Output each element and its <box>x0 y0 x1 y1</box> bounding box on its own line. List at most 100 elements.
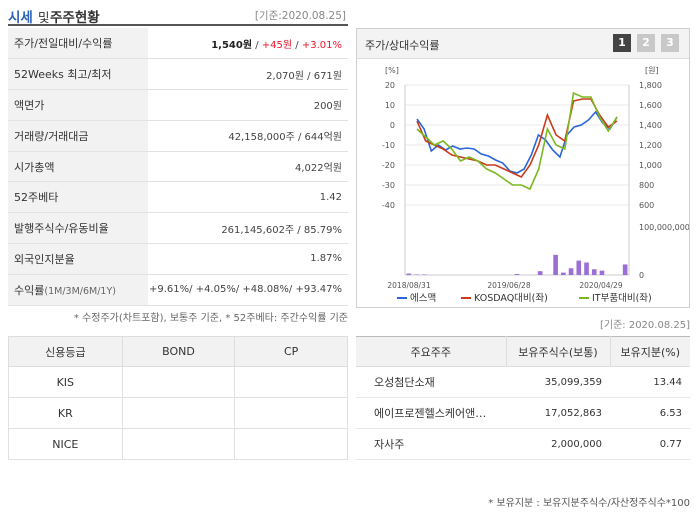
y-right-tick-label: 800 <box>639 181 654 190</box>
column-header: BOND <box>121 336 236 367</box>
table-row: 발행주식수/유동비율 261,145,602주 / 85.79% <box>8 212 348 244</box>
table-row: KR <box>8 397 348 429</box>
bond-rating <box>121 428 236 460</box>
legend-label: 에스맥 <box>410 293 436 304</box>
y-right-tick-label: 1,600 <box>639 101 662 110</box>
agency-name: KR <box>8 397 123 429</box>
price-table: 주가/전일대비/수익률 1,540원 / +45원 / +3.01% 52Wee… <box>8 28 348 306</box>
footnote-2: * 보유지분 : 보유지분주식수/자산정주식수*100 <box>488 498 690 509</box>
cp-rating <box>234 366 348 398</box>
y-left-tick-label: 10 <box>385 101 395 110</box>
section-header: 시세 및 주주현황 [기준:2020.08.25] <box>8 4 348 26</box>
credit-rating-table: 신용등급 BOND CP KIS KR NICE <box>8 336 348 460</box>
table-row: KIS <box>8 366 348 398</box>
row-label: 수익률(1M/3M/6M/1Y) <box>8 274 148 306</box>
left-axis-unit: [%] <box>385 66 399 75</box>
row-label: 시가총액 <box>8 151 148 182</box>
right-axis-unit: [원] <box>645 66 659 75</box>
table-row: 52주베타 1.42 <box>8 181 348 213</box>
holder-name: 자사주 <box>356 428 506 460</box>
legend-label: KOSDAQ대비(좌) <box>474 293 548 304</box>
y-left-tick-label: -30 <box>382 181 395 190</box>
price-rate: +3.01% <box>301 39 342 51</box>
row-value: 4,022억원 <box>294 163 342 175</box>
row-value: 1.87% <box>310 253 342 265</box>
table-row: 액면가 200원 <box>8 89 348 121</box>
table-row: NICE <box>8 428 348 460</box>
holder-name[interactable]: 에이프로젠헬스케어앤… <box>356 397 506 429</box>
section-subtitle: 주주현황 <box>50 10 100 26</box>
table-row: 수익률(1M/3M/6M/1Y) +9.61%/ +4.05%/ +48.08%… <box>8 274 348 306</box>
row-value: 1,540원 / +45원 / +3.01% <box>211 39 342 51</box>
row-label: 52주베타 <box>8 181 148 213</box>
row-value: +9.61%/ +4.05%/ +48.08%/ +93.47% <box>148 284 342 296</box>
volume-bar <box>599 270 605 275</box>
y-right-tick-label: 1,200 <box>639 141 662 150</box>
section-title: 시세 <box>8 10 33 26</box>
table-row: 자사주 2,000,000 0.77 <box>356 428 690 460</box>
volume-tick-label: 100,000,000 <box>639 223 689 232</box>
y-left-tick-label: -10 <box>382 141 395 150</box>
cp-rating <box>234 397 348 429</box>
return-label-sub: (1M/3M/6M/1Y) <box>44 285 116 297</box>
table-row: 에이프로젠헬스케어앤… 17,052,863 6.53 <box>356 397 690 429</box>
volume-bar <box>576 260 582 275</box>
volume-bar <box>568 268 574 275</box>
return-3m: +4.05% <box>195 284 236 296</box>
table-row: 52Weeks 최고/최저 2,070원 / 671원 <box>8 58 348 90</box>
chart-panel: 주가/상대수익률 1 2 3 [%] [원] 20 10 0 -10 -20 -30 -40 1,… <box>356 28 690 308</box>
table-row: 시가총액 4,022억원 <box>8 151 348 182</box>
return-6m: +48.08% <box>242 284 289 296</box>
legend-label: IT부품대비(좌) <box>592 293 652 304</box>
table-header-row: 주요주주 보유주식수(보통) 보유지분(%) <box>356 336 690 367</box>
y-right-tick-label: 1,400 <box>639 121 662 130</box>
row-label: 주가/전일대비/수익률 <box>8 28 148 59</box>
column-header: CP <box>234 336 348 367</box>
volume-bar <box>553 254 558 275</box>
volume-bar <box>406 273 412 275</box>
shareholder-table: 주요주주 보유주식수(보통) 보유지분(%) 오성첨단소재 35,099,359… <box>356 336 690 460</box>
y-left-tick-label: -20 <box>382 161 395 170</box>
holder-name[interactable]: 오성첨단소재 <box>356 366 506 398</box>
y-right-tick-label: 600 <box>639 201 654 210</box>
y-left-tick-label: 20 <box>385 81 395 90</box>
volume-bar <box>537 271 543 275</box>
column-header: 주요주주 <box>356 336 506 367</box>
volume-bar <box>591 269 597 275</box>
row-value: 200원 <box>313 101 342 113</box>
chart-header: 주가/상대수익률 1 2 3 <box>357 29 689 59</box>
y-right-tick-label: 1,800 <box>639 81 662 90</box>
row-label: 외국인지분율 <box>8 243 148 275</box>
holder-shares: 2,000,000 <box>506 428 610 460</box>
table-row: 거래량/거래대금 42,158,000주 / 644억원 <box>8 120 348 152</box>
table-header-row: 신용등급 BOND CP <box>8 336 348 367</box>
base-date-2: [기준: 2020.08.25] <box>599 320 690 331</box>
volume-bar <box>622 264 628 275</box>
bond-rating <box>121 366 236 398</box>
current-price: 1,540원 <box>211 39 253 51</box>
column-header: 보유주식수(보통) <box>505 336 610 367</box>
holder-shares: 35,099,359 <box>506 366 610 398</box>
series-line <box>416 110 618 174</box>
holder-shares: 17,052,863 <box>506 397 610 429</box>
return-1y: +93.47% <box>295 284 342 296</box>
column-header: 신용등급 <box>8 336 123 367</box>
volume-bar <box>561 272 566 275</box>
y-left-tick-label: -40 <box>382 201 395 210</box>
column-header: 보유지분(%) <box>609 336 690 367</box>
volume-tick-label: 0 <box>639 271 644 280</box>
row-value: 2,070원 / 671원 <box>266 70 342 82</box>
agency-name: NICE <box>8 428 123 460</box>
row-label: 52Weeks 최고/최저 <box>8 58 148 90</box>
table-row: 주가/전일대비/수익률 1,540원 / +45원 / +3.01% <box>8 28 348 59</box>
return-label: 수익률 <box>14 283 45 297</box>
volume-bar <box>584 262 589 275</box>
y-left-tick-label: 0 <box>390 121 395 130</box>
period-button-2[interactable]: 2 <box>637 34 655 52</box>
period-button-1[interactable]: 1 <box>613 34 631 52</box>
return-1m: +9.61% <box>148 284 190 296</box>
period-button-3[interactable]: 3 <box>661 34 679 52</box>
series-line <box>416 98 618 179</box>
x-tick-label: 2020/04/29 <box>579 281 622 290</box>
base-date: [기준:2020.08.25] <box>254 10 346 22</box>
